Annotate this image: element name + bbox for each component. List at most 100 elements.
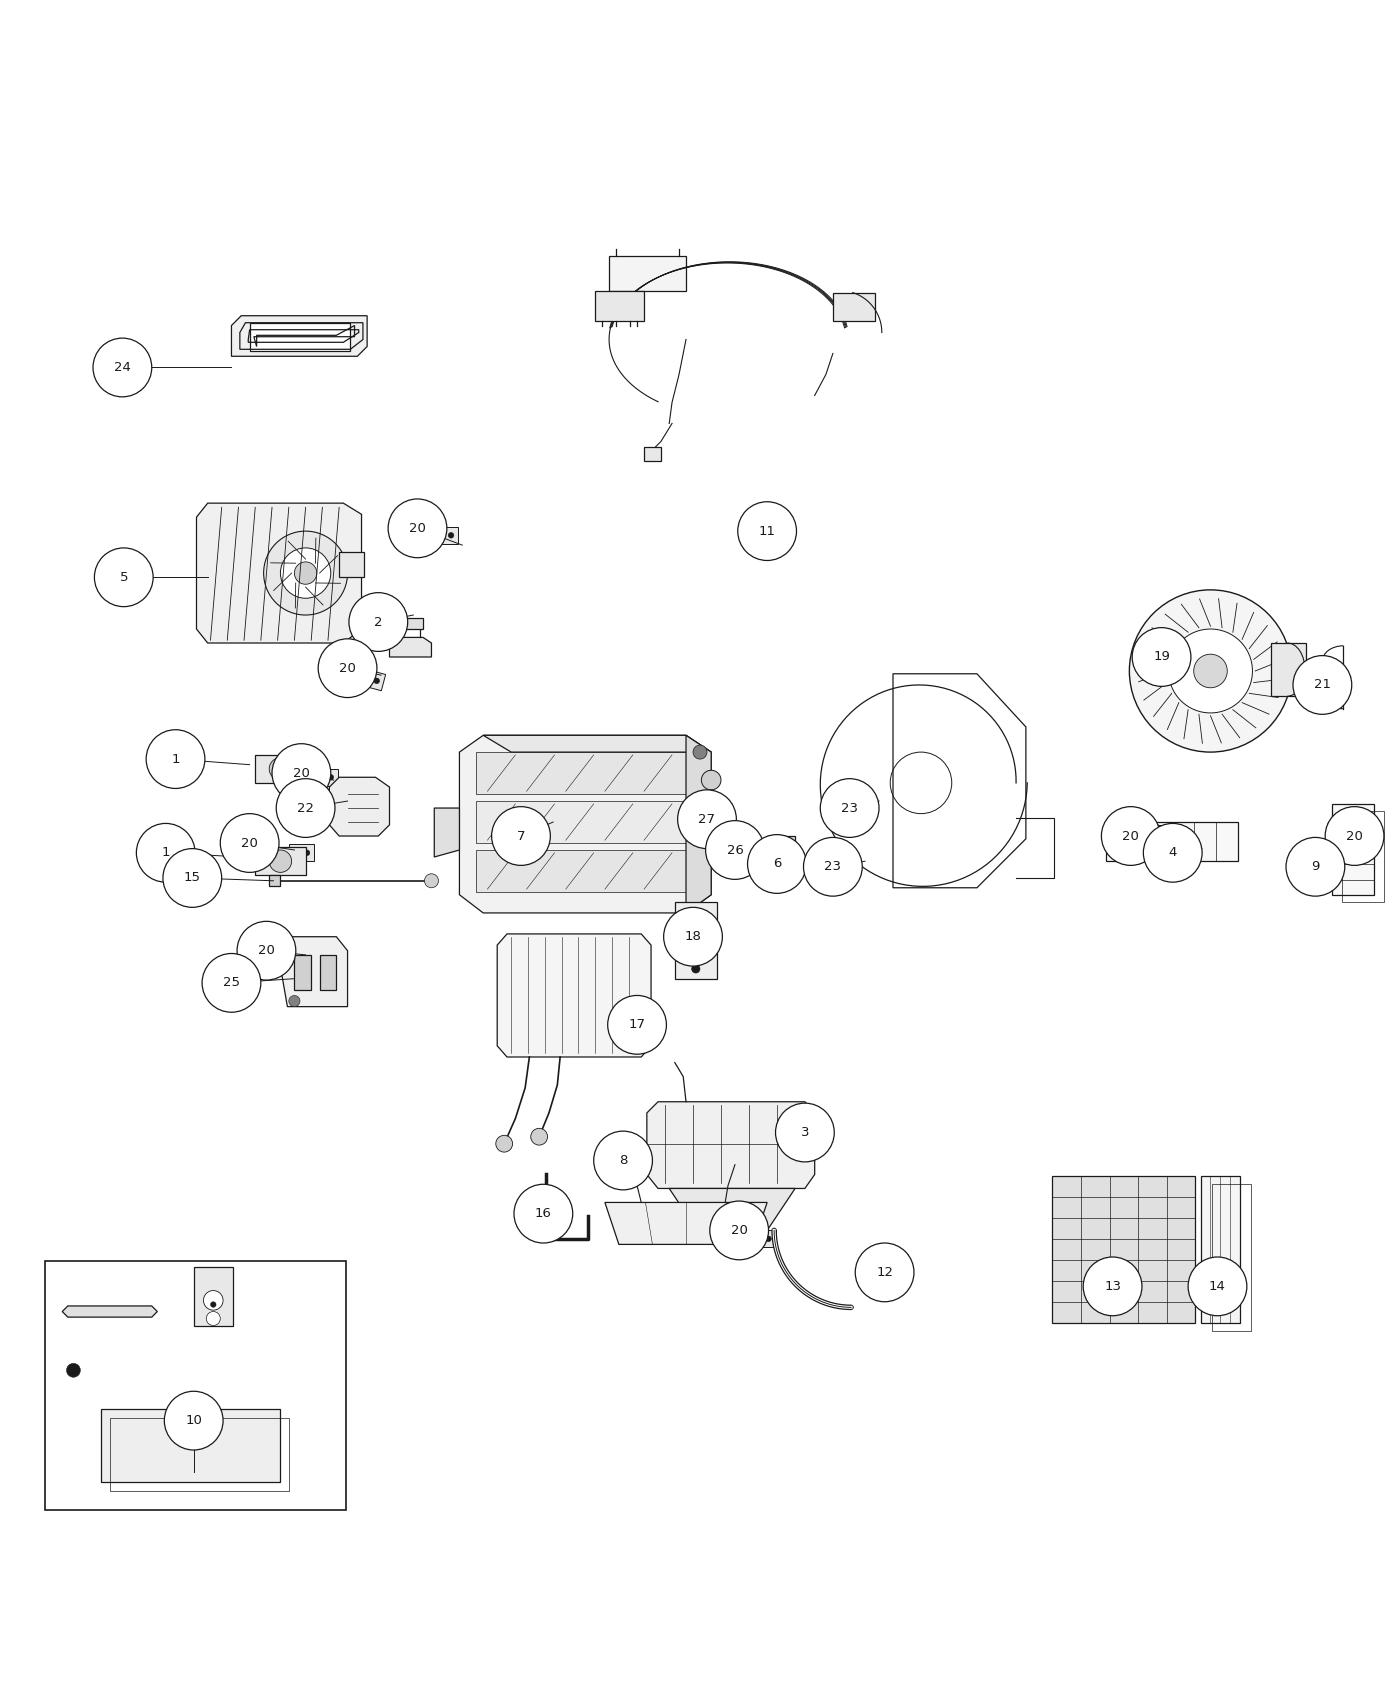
Circle shape (1194, 654, 1228, 688)
Circle shape (1130, 590, 1292, 751)
Circle shape (706, 821, 764, 879)
Circle shape (424, 874, 438, 887)
Polygon shape (231, 316, 367, 357)
Circle shape (269, 850, 291, 872)
Circle shape (203, 1290, 223, 1311)
Circle shape (748, 835, 806, 894)
Circle shape (297, 949, 302, 955)
Circle shape (276, 779, 335, 838)
Circle shape (685, 916, 707, 938)
Polygon shape (605, 1202, 767, 1244)
Bar (101, 1409, 280, 1482)
Circle shape (293, 850, 298, 855)
Circle shape (776, 1103, 834, 1161)
Circle shape (220, 814, 279, 872)
Circle shape (146, 729, 204, 789)
Bar (1271, 643, 1306, 697)
Circle shape (206, 1311, 220, 1326)
Polygon shape (293, 944, 318, 960)
Circle shape (608, 996, 666, 1054)
Bar (767, 836, 795, 853)
Circle shape (1326, 806, 1385, 865)
Bar (319, 955, 336, 989)
Text: 24: 24 (113, 360, 130, 374)
Text: 5: 5 (119, 571, 127, 583)
Bar (833, 294, 875, 321)
Bar (1053, 1176, 1196, 1323)
Polygon shape (497, 933, 651, 1057)
Circle shape (738, 502, 797, 561)
Circle shape (687, 942, 704, 959)
Circle shape (237, 921, 295, 981)
Text: 6: 6 (773, 857, 781, 870)
Text: 17: 17 (629, 1018, 645, 1032)
Circle shape (388, 498, 447, 558)
Polygon shape (1329, 818, 1358, 840)
Text: 1: 1 (171, 753, 179, 765)
Circle shape (1133, 627, 1191, 687)
Polygon shape (196, 503, 361, 643)
Bar (269, 876, 280, 886)
Circle shape (374, 678, 379, 683)
Polygon shape (277, 937, 347, 1006)
Text: 20: 20 (1347, 830, 1364, 843)
Circle shape (1287, 838, 1345, 896)
Circle shape (710, 1202, 769, 1260)
Bar (1343, 811, 1385, 901)
Text: 7: 7 (517, 830, 525, 843)
Bar (109, 1418, 288, 1491)
Bar (1212, 1185, 1252, 1331)
Circle shape (316, 775, 322, 780)
Text: 20: 20 (339, 661, 356, 675)
Circle shape (531, 1129, 547, 1146)
Polygon shape (288, 845, 314, 862)
Bar (255, 847, 305, 876)
Text: 20: 20 (241, 836, 258, 850)
Text: 20: 20 (731, 1224, 748, 1238)
Bar (595, 291, 644, 321)
Text: 21: 21 (1313, 678, 1331, 692)
Circle shape (720, 830, 736, 847)
Circle shape (496, 1136, 512, 1153)
Circle shape (272, 743, 330, 802)
Polygon shape (459, 736, 711, 913)
Polygon shape (476, 801, 693, 843)
Circle shape (318, 639, 377, 697)
Bar (1333, 804, 1375, 894)
Bar (395, 617, 423, 629)
Text: 22: 22 (297, 801, 314, 814)
Circle shape (437, 532, 442, 539)
Circle shape (308, 949, 314, 955)
Circle shape (328, 775, 333, 780)
Circle shape (1169, 629, 1253, 712)
Circle shape (349, 593, 407, 651)
Polygon shape (647, 1102, 815, 1188)
Polygon shape (750, 1231, 776, 1248)
Polygon shape (686, 736, 711, 913)
Text: 19: 19 (1154, 651, 1170, 663)
Bar (644, 447, 661, 461)
Circle shape (162, 848, 221, 908)
Circle shape (94, 547, 153, 607)
Bar (249, 323, 350, 350)
Circle shape (1189, 1256, 1247, 1316)
Text: 3: 3 (801, 1125, 809, 1139)
Polygon shape (1152, 824, 1177, 842)
Bar (294, 955, 311, 989)
Polygon shape (312, 768, 337, 785)
Text: 20: 20 (293, 767, 309, 780)
Bar (1201, 1176, 1240, 1323)
Circle shape (269, 758, 291, 780)
Text: 1: 1 (161, 847, 169, 858)
Circle shape (594, 1130, 652, 1190)
Text: 18: 18 (685, 930, 701, 944)
Text: 20: 20 (258, 944, 274, 957)
Circle shape (693, 745, 707, 760)
Circle shape (1345, 828, 1351, 833)
Text: 12: 12 (876, 1266, 893, 1278)
Text: 25: 25 (223, 976, 239, 989)
Text: 14: 14 (1210, 1280, 1226, 1294)
Circle shape (1336, 824, 1341, 830)
Bar (255, 755, 305, 784)
Circle shape (304, 850, 309, 855)
